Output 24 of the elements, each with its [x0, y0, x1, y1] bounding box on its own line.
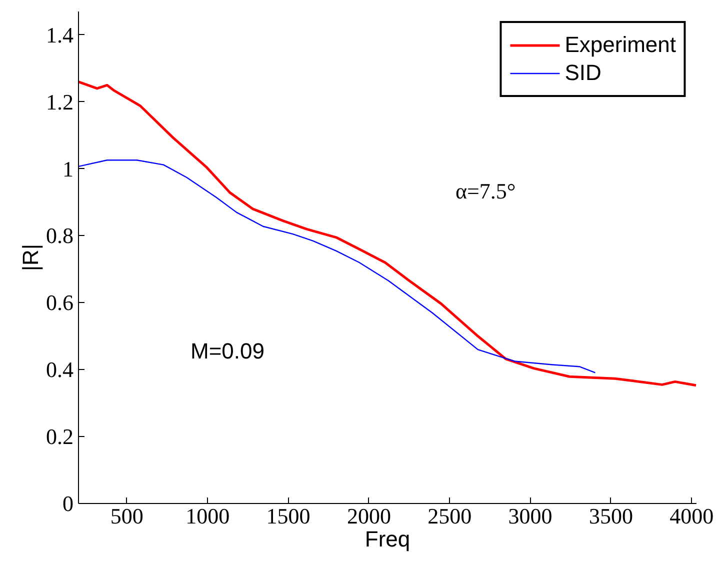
y-tick-label: 1.2: [46, 89, 74, 114]
legend-label: Experiment: [564, 31, 676, 59]
x-tick-label: 4000: [670, 504, 714, 528]
y-tick-label: 1.4: [46, 22, 74, 48]
y-tick-label: 0.8: [46, 223, 74, 248]
x-tick-label: 2000: [346, 504, 391, 528]
y-tick-label: 0.2: [46, 424, 74, 450]
x-tick-label: 1500: [266, 504, 310, 528]
y-tick-label: 0: [62, 491, 74, 516]
x-axis-title: Freq: [364, 526, 410, 552]
annotation: M=0.09: [190, 338, 264, 364]
y-tick-label: 0.6: [46, 290, 74, 316]
x-tick-label: 3500: [588, 504, 633, 528]
annotation: α=7.5°: [456, 178, 516, 204]
line-series: [78, 160, 596, 374]
legend-label: SID: [564, 59, 602, 87]
x-tick-label: 2500: [428, 504, 472, 528]
x-tick-label: 3000: [508, 504, 552, 528]
y-tick-label: 0.4: [46, 357, 74, 382]
y-tick-label: 1: [62, 156, 74, 182]
line-series: [78, 80, 696, 387]
y-axis-title: |R|: [18, 244, 43, 272]
x-tick-label: 500: [110, 504, 144, 528]
x-tick-label: 1000: [186, 504, 230, 528]
